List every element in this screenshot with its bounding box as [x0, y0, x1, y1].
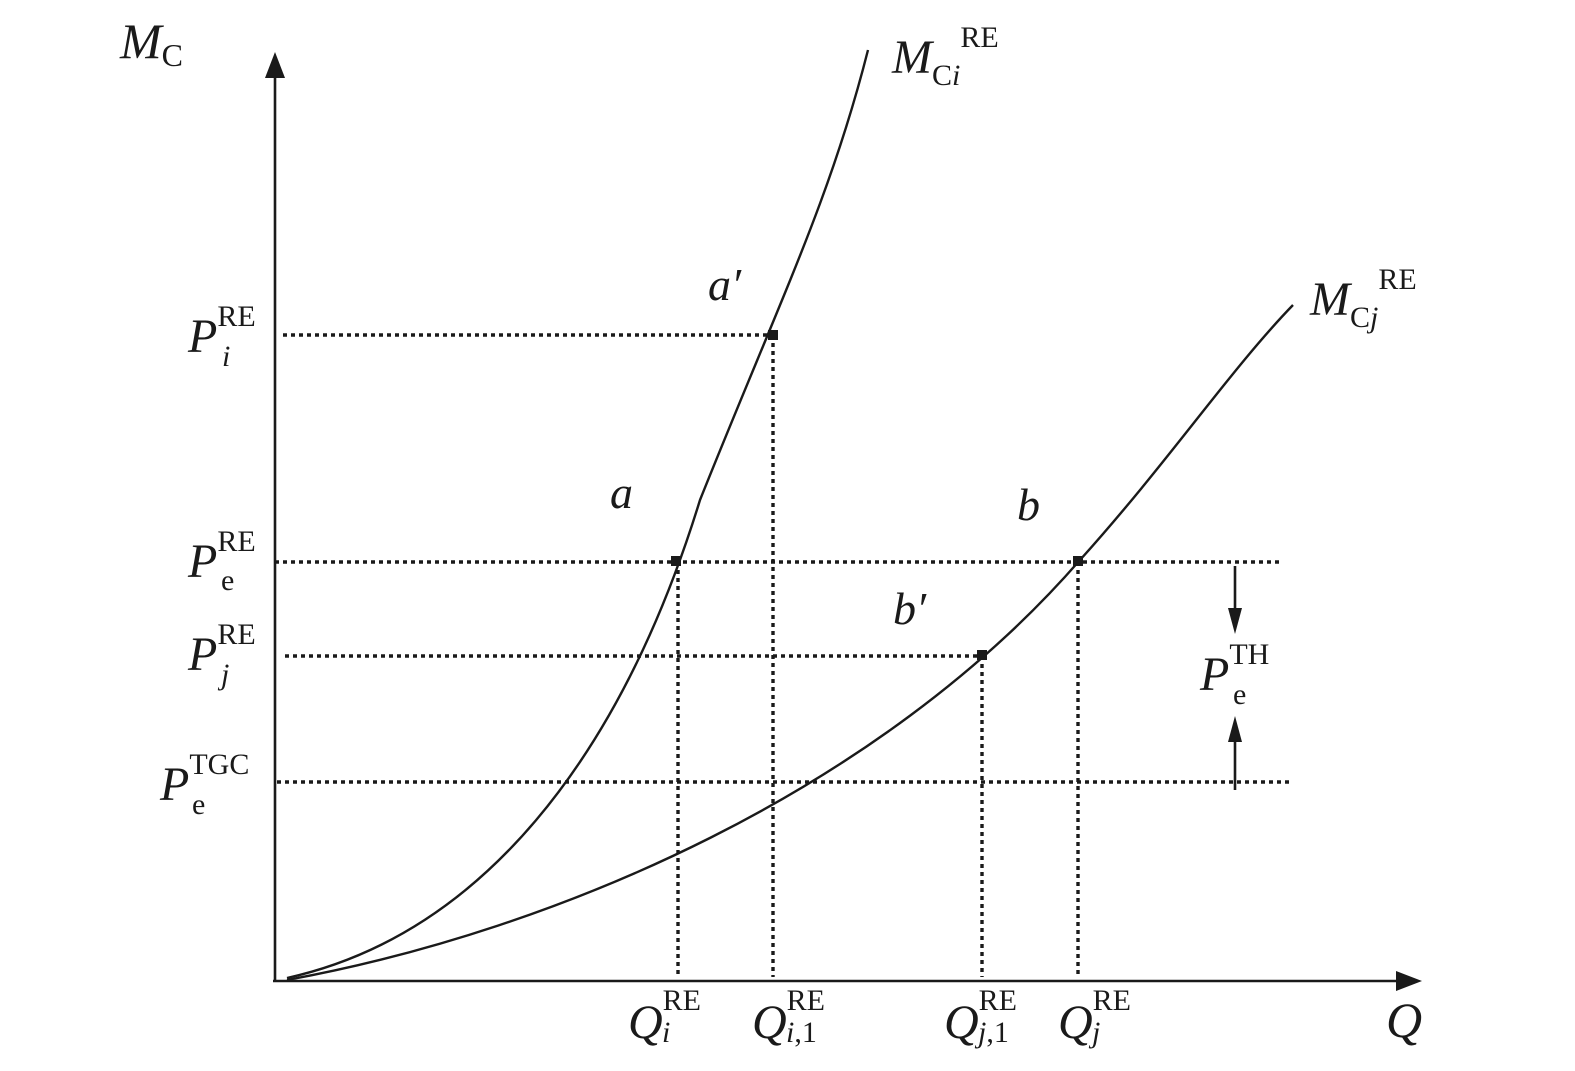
label-q-i-re: QRE	[628, 984, 701, 1049]
curve-mc-j	[286, 304, 1294, 982]
label-q-j1-re: QRE	[944, 984, 1017, 1049]
label-p-i-re-sub: i	[222, 340, 230, 373]
label-q-j1-re-sub: j,1	[974, 1016, 1009, 1049]
point-a-prime-marker	[768, 330, 778, 340]
label-p-e-th: PTH	[1199, 638, 1269, 701]
label-p-e-tgc: PTGC	[159, 748, 249, 811]
label-p-j-re: PRE	[187, 618, 256, 681]
point-b-marker	[1073, 556, 1083, 566]
label-p-e-th-sub: e	[1233, 678, 1246, 711]
label-q-i-re-sub: i	[662, 1016, 670, 1049]
curve-label-mc-i: MCiRE	[891, 21, 999, 92]
point-b-prime-marker	[977, 650, 987, 660]
label-point-b: b	[1017, 479, 1040, 530]
label-p-e-re: PRE	[187, 525, 256, 588]
label-q-i1-re-sub: i,1	[786, 1016, 817, 1049]
x-axis-arrowhead	[1396, 971, 1422, 991]
label-p-e-re-sub: e	[221, 564, 234, 597]
label-point-a: a	[610, 467, 633, 518]
label-q-j-re: QRE	[1058, 984, 1131, 1049]
point-a-marker	[671, 556, 681, 566]
x-axis-label: Q	[1386, 992, 1422, 1048]
gap-arrow-up-head	[1228, 716, 1242, 742]
label-p-e-tgc-sub: e	[192, 788, 205, 821]
curve-label-mc-j: MCjRE	[1309, 263, 1417, 334]
gap-arrow-down-head	[1228, 608, 1242, 634]
curve-mc-i	[286, 49, 870, 980]
label-p-j-re-sub: j	[217, 658, 229, 691]
label-point-b-prime: b′	[893, 583, 927, 634]
label-point-a-prime: a′	[708, 259, 742, 310]
label-q-j-re-sub: j	[1088, 1016, 1100, 1049]
y-axis-label: MC	[119, 13, 183, 73]
y-axis-arrowhead	[265, 52, 285, 78]
label-p-i-re: PRE	[187, 300, 256, 363]
label-q-i1-re: QRE	[752, 984, 825, 1049]
